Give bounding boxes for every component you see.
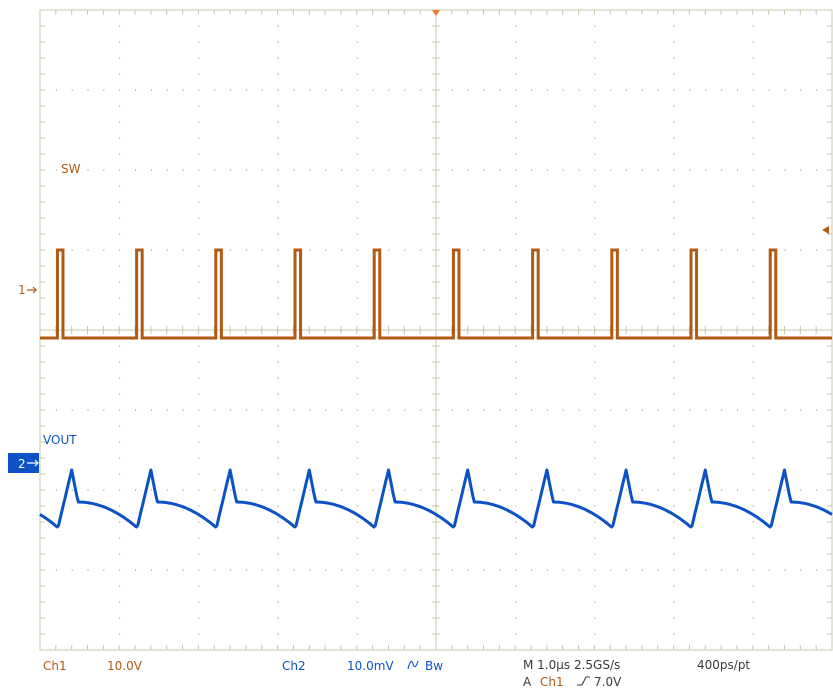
trigger-source: Ch1 <box>540 675 564 689</box>
ch2-scale: 10.0mV <box>347 659 394 673</box>
ch1-label[interactable]: Ch1 <box>43 659 67 673</box>
ch2-label[interactable]: Ch2 <box>282 659 306 673</box>
record-resolution: 400ps/pt <box>697 658 750 672</box>
timebase-readout: M 1.0µs 2.5GS/s <box>523 658 620 672</box>
waveform-traces <box>39 248 833 529</box>
svg-text:1: 1 <box>18 283 26 297</box>
ch1-ground-marker[interactable]: 1 <box>18 283 37 297</box>
rising-edge-icon <box>577 676 590 686</box>
ch2-ground-marker[interactable]: 2 <box>8 453 39 473</box>
vout-waveform <box>39 468 833 529</box>
trigger-level-marker[interactable] <box>822 226 829 234</box>
svg-text:2: 2 <box>18 457 26 471</box>
sw-trace-label: SW <box>61 162 81 176</box>
ch1-scale: 10.0V <box>107 659 143 673</box>
trigger-level: 7.0V <box>594 675 622 689</box>
bandwidth-limit-indicator: Bw <box>425 659 443 673</box>
vout-trace-label: VOUT <box>43 433 77 447</box>
trigger-position-marker <box>432 10 440 16</box>
sw-waveform <box>40 248 832 340</box>
graticule-ticks <box>40 10 832 650</box>
ac-coupling-icon <box>407 660 419 670</box>
trigger-prefix: A <box>523 675 532 689</box>
status-bar: Ch1 10.0V Ch2 10.0mV Bw M 1.0µs 2.5GS/s … <box>43 658 750 689</box>
